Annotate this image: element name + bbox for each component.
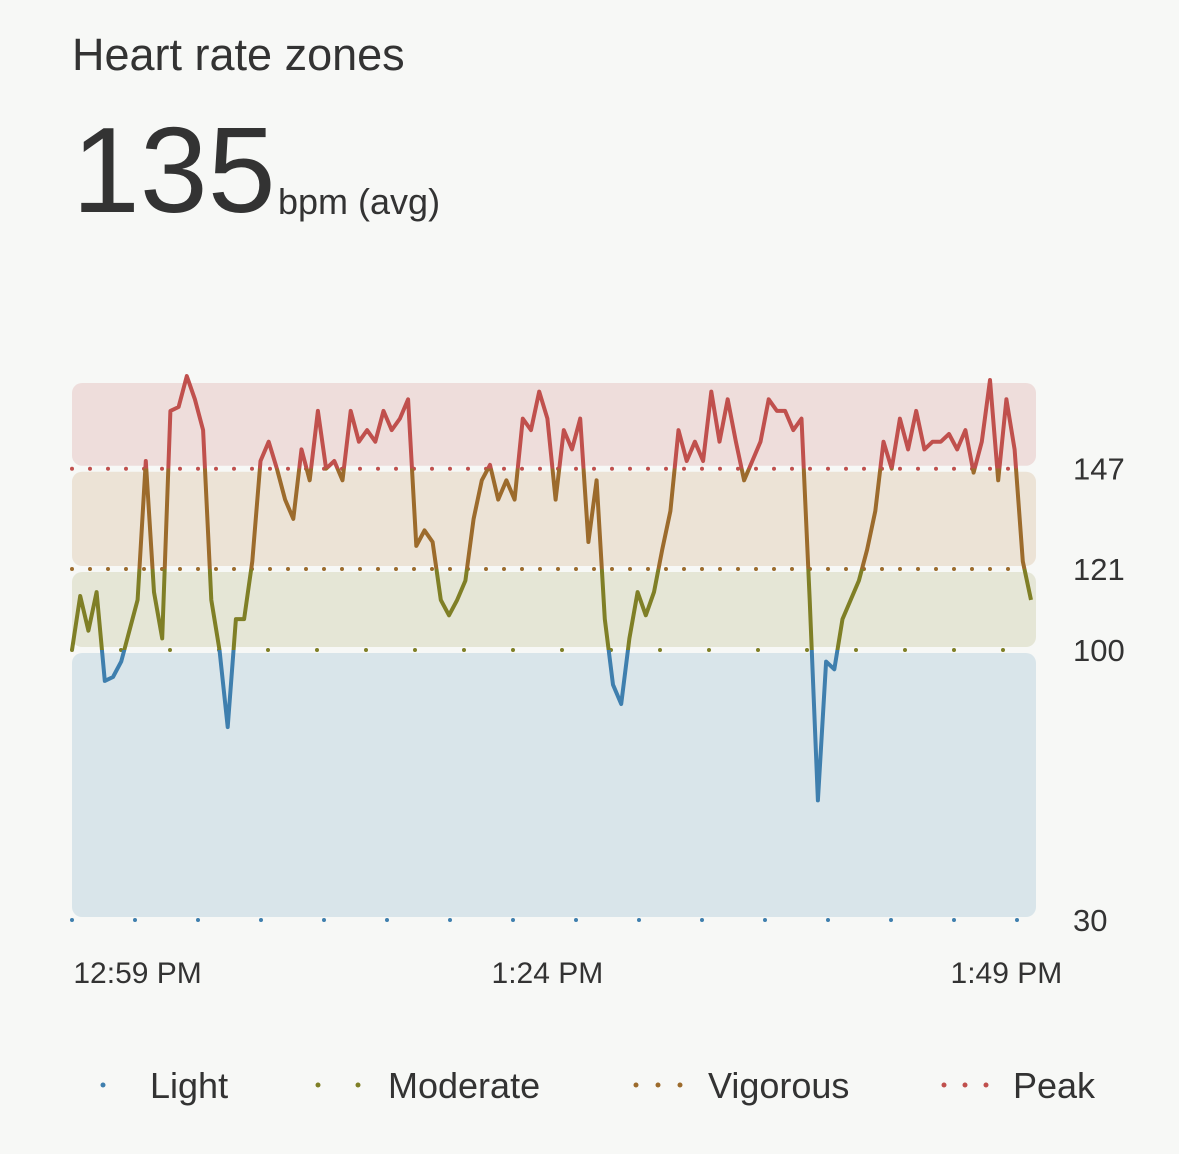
legend-dot [100, 1082, 106, 1088]
zone-band [72, 383, 1036, 466]
y-tick-label: 121 [1073, 552, 1125, 587]
legend-dot [315, 1082, 321, 1088]
x-tick-label: 1:24 PM [492, 957, 604, 990]
y-tick-label: 30 [1073, 903, 1107, 938]
legend-label: Vigorous [708, 1065, 849, 1106]
heart-rate-line [70, 374, 1033, 803]
legend-label: Moderate [388, 1065, 540, 1106]
legend-dot [941, 1082, 947, 1088]
x-tick-label: 12:59 PM [73, 957, 201, 990]
title: Heart rate zones [72, 29, 405, 80]
average-value: 135 [72, 102, 276, 238]
legend-dot [633, 1082, 639, 1088]
zone-band [72, 572, 1036, 647]
legend-label: Peak [1013, 1065, 1096, 1106]
y-tick-label: 100 [1073, 633, 1125, 668]
average-unit: bpm (avg) [278, 181, 440, 222]
zone-band [72, 653, 1036, 917]
legend-dot [962, 1082, 968, 1088]
zone-band [72, 471, 1036, 566]
legend-label: Light [150, 1065, 228, 1106]
legend-dot [655, 1082, 661, 1088]
x-tick-label: 1:49 PM [951, 957, 1063, 990]
legend-dot [983, 1082, 989, 1088]
y-tick-label: 147 [1073, 452, 1125, 487]
legend-dot [677, 1082, 683, 1088]
legend-dot [355, 1082, 361, 1088]
